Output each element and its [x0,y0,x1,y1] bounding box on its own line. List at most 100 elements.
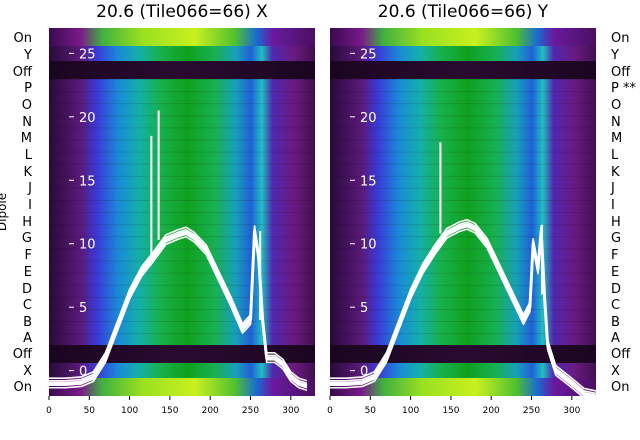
row-label: X [611,364,620,379]
row-label: J [27,181,32,196]
row-label: On [14,380,32,395]
row-label: A [23,331,32,346]
row-label: M [21,131,32,146]
y-tick-label: 0 [360,365,368,380]
x-tick-label: 300 [563,406,580,416]
row-stripe [49,224,315,226]
y-tick-label: 5 [79,301,87,316]
row-label: I [28,198,32,213]
row-label: B [23,315,32,330]
band-off-bottom [330,345,596,363]
row-stripe [49,187,315,189]
row-label: H [22,215,32,230]
y-tick-label: 15 [360,174,377,189]
row-stripe [330,284,596,286]
x-tick-label: 100 [402,406,419,416]
row-stripe [330,151,596,153]
row-label: On [611,380,629,395]
row-label: F [25,248,32,263]
band-dipoles [330,79,596,345]
row-stripe [49,321,315,322]
row-stripe [49,103,315,105]
row-stripe [49,163,315,165]
y-tick-label: 20 [360,111,377,126]
band-x [330,363,596,378]
y-tick-label: 0 [79,365,87,380]
row-label: X [23,364,32,379]
band-off-top [49,61,315,79]
x-tick-label: 150 [442,406,459,416]
x-tick-label: 250 [242,406,259,416]
panel-title: 20.6 (Tile066=66) Y [378,2,549,22]
x-tick-label: 50 [84,406,96,416]
row-stripe [330,260,596,262]
band-off-bottom [49,345,315,363]
row-stripe [330,212,596,214]
row-label: G [22,231,32,246]
x-tick-label: 0 [46,406,52,416]
row-label: C [611,298,620,313]
row-stripe [49,333,315,335]
row-stripe [330,187,596,189]
x-tick-label: 250 [523,406,540,416]
row-stripe [330,248,596,250]
profile-line [49,225,308,382]
x-tick-label: 100 [121,406,138,416]
row-label: D [22,282,32,297]
row-stripe [49,200,315,201]
x-tick-label: 150 [161,406,178,416]
band-on-bottom [49,378,315,396]
row-stripe [49,296,315,298]
row-stripe [49,151,315,153]
row-stripe [330,127,596,129]
row-stripe [49,139,315,141]
row-stripe [49,308,315,310]
band-y [49,46,315,61]
row-stripe [49,236,315,238]
row-stripe [330,308,596,310]
row-label: E [611,265,619,280]
row-label: L [25,148,33,163]
row-label: O [22,98,32,113]
row-label: Off [13,347,33,362]
row-stripe [49,127,315,129]
row-label: K [23,165,32,180]
row-stripe [49,79,315,80]
y-axis-label: Dipole [0,193,9,231]
row-stripe [330,175,596,177]
y-tick-label: 15 [79,174,96,189]
row-label: P [24,81,32,96]
row-stripe [330,236,596,238]
row-stripe [330,272,596,274]
row-label: On [611,31,629,46]
row-label: L [611,148,619,163]
row-stripe [49,284,315,286]
row-stripe [330,163,596,165]
row-label: O [611,98,621,113]
row-label: P ** [611,81,636,96]
panel-title: 20.6 (Tile066=66) X [96,2,268,22]
band-y [330,46,596,61]
y-tick-label: 25 [79,47,96,62]
row-stripe [330,333,596,335]
x-tick-label: 200 [483,406,500,416]
row-stripe [330,139,596,141]
row-stripe [330,91,596,93]
band-on-bottom [330,378,596,396]
band-dipoles [49,79,315,345]
row-label: Y [610,48,619,63]
row-stripe [49,175,315,177]
row-stripe [330,321,596,322]
row-label: A [611,331,620,346]
y-tick-label: 20 [79,111,96,126]
row-stripe [49,115,315,117]
row-stripe [49,260,315,262]
row-label: N [22,115,32,130]
x-tick-label: 300 [282,406,299,416]
x-tick-label: 200 [202,406,219,416]
row-stripe [49,248,315,250]
row-stripe [330,79,596,80]
band-off-top [330,61,596,79]
